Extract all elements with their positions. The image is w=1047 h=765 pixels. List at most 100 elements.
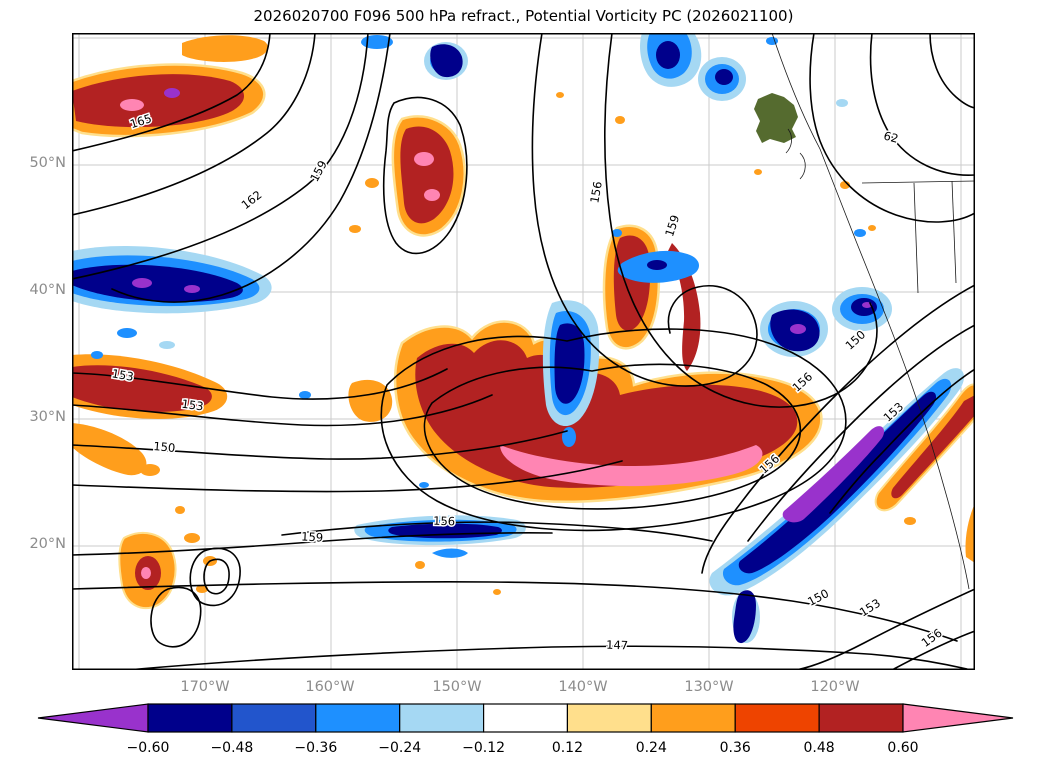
contour-line xyxy=(72,394,493,427)
pv-negative-fill xyxy=(159,341,175,349)
pv-negative-fill xyxy=(388,523,502,539)
contour-line xyxy=(829,368,975,514)
contour-line xyxy=(380,328,847,532)
pv-negative-fill xyxy=(836,99,848,107)
pv-positive-fill xyxy=(415,561,425,569)
contour-label: 159 xyxy=(301,529,324,544)
lon-tick-label: 150°W xyxy=(432,679,482,695)
contour-label: 62 xyxy=(882,128,900,145)
colorbar-segment xyxy=(650,703,736,733)
lon-tick-label: 140°W xyxy=(558,679,608,695)
contour-line xyxy=(72,33,369,280)
terrain-dense-area xyxy=(754,93,798,143)
contour-line xyxy=(72,460,623,493)
pv-negative-fill xyxy=(656,41,680,69)
pv-negative-fill xyxy=(733,590,756,644)
admin-border xyxy=(951,180,957,284)
contour-line xyxy=(795,588,975,670)
pv-positive-fill xyxy=(349,225,361,233)
pv-negative-fill xyxy=(117,328,137,338)
contour-label: 153 xyxy=(181,397,205,414)
pv-extreme-positive-fill xyxy=(120,99,144,111)
pv-negative-fill xyxy=(72,264,243,303)
pv-positive-fill xyxy=(184,533,200,543)
colorbar: −0.60 −0.48 −0.36 −0.24 −0.12 0.12 0.24 … xyxy=(37,703,1014,756)
colorbar-segment xyxy=(231,703,317,733)
pv-negative-fill xyxy=(91,351,103,359)
contour-label: 159 xyxy=(307,158,330,184)
contour-label: 153 xyxy=(111,366,135,384)
pv-positive-fill xyxy=(140,464,160,476)
contour-line xyxy=(72,581,958,642)
pv-negative-fill xyxy=(361,35,393,49)
contour-line xyxy=(281,521,713,542)
colorbar-segment xyxy=(483,703,569,733)
pv-positive-fill xyxy=(175,506,185,514)
contour-label: 153 xyxy=(857,596,883,620)
contour-label: 150 xyxy=(153,439,176,455)
contour-line xyxy=(72,368,448,400)
pv-positive-fill xyxy=(493,589,501,595)
admin-border xyxy=(913,182,919,294)
colorbar-tick-label: −0.48 xyxy=(210,740,253,756)
pv-positive-fill xyxy=(615,116,625,124)
contour-line xyxy=(203,558,230,595)
contour-line xyxy=(72,33,271,152)
contour-line xyxy=(382,96,468,255)
colorbar-segment xyxy=(315,703,401,733)
lat-tick-label: 50°N xyxy=(29,155,66,171)
pv-negative-fill xyxy=(766,37,778,45)
colorbar-tick-label: 0.60 xyxy=(887,740,918,756)
coastline xyxy=(785,128,792,154)
pv-negative-fill xyxy=(430,44,463,78)
colorbar-segment xyxy=(734,703,820,733)
pv-positive-fill xyxy=(182,35,268,62)
contour-label: 156 xyxy=(587,180,605,204)
pv-extreme-negative-fill xyxy=(164,88,180,98)
lon-tick-label: 130°W xyxy=(684,679,734,695)
plot-title: 2026020700 F096 500 hPa refract., Potent… xyxy=(253,7,794,25)
pv-negative-fill xyxy=(419,482,429,488)
lon-tick-label: 120°W xyxy=(810,679,860,695)
pv-positive-fill xyxy=(965,503,975,563)
pv-positive-fill xyxy=(668,243,701,371)
colorbar-tick-label: 0.48 xyxy=(804,740,835,756)
pv-positive-fill xyxy=(891,395,975,499)
pv-extreme-positive-fill xyxy=(500,445,763,487)
contour-line xyxy=(701,284,975,574)
contour-line xyxy=(891,630,975,670)
contour-line xyxy=(72,532,553,556)
contour-line xyxy=(72,430,568,460)
contour-label: 159 xyxy=(662,213,682,238)
pv-extreme-positive-fill xyxy=(424,189,440,201)
contour-line xyxy=(111,33,391,303)
pv-negative-fill xyxy=(432,548,468,558)
pv-positive-fill xyxy=(868,225,876,231)
contour-line xyxy=(126,645,968,670)
pv-positive-fill xyxy=(72,365,212,412)
contour-label: 147 xyxy=(606,638,628,653)
contour-label: 156 xyxy=(433,514,455,529)
contour-line xyxy=(747,324,975,542)
map-frame xyxy=(72,33,975,670)
colorbar-segment xyxy=(399,703,485,733)
pv-extreme-negative-fill xyxy=(782,426,885,523)
contour-label: 162 xyxy=(239,188,265,213)
contour-line xyxy=(604,33,878,408)
pv-positive-fill xyxy=(754,169,762,175)
pv-positive-fill xyxy=(348,379,393,422)
contour-line xyxy=(869,33,975,176)
pv-extreme-negative-fill xyxy=(184,285,200,293)
pv-negative-fill xyxy=(715,69,733,85)
contour-line xyxy=(929,33,975,109)
colorbar-tick-label: 0.12 xyxy=(552,740,583,756)
coastline xyxy=(771,33,970,590)
admin-border xyxy=(861,180,975,184)
contour-line xyxy=(531,33,758,387)
pv-negative-fill xyxy=(612,229,622,237)
colorbar-tick-label: −0.12 xyxy=(462,740,505,756)
colorbar-tick-label: −0.60 xyxy=(127,740,170,756)
pv-negative-fill xyxy=(554,323,585,404)
colorbar-tick-label: −0.24 xyxy=(378,740,421,756)
lat-tick-label: 40°N xyxy=(29,282,66,298)
